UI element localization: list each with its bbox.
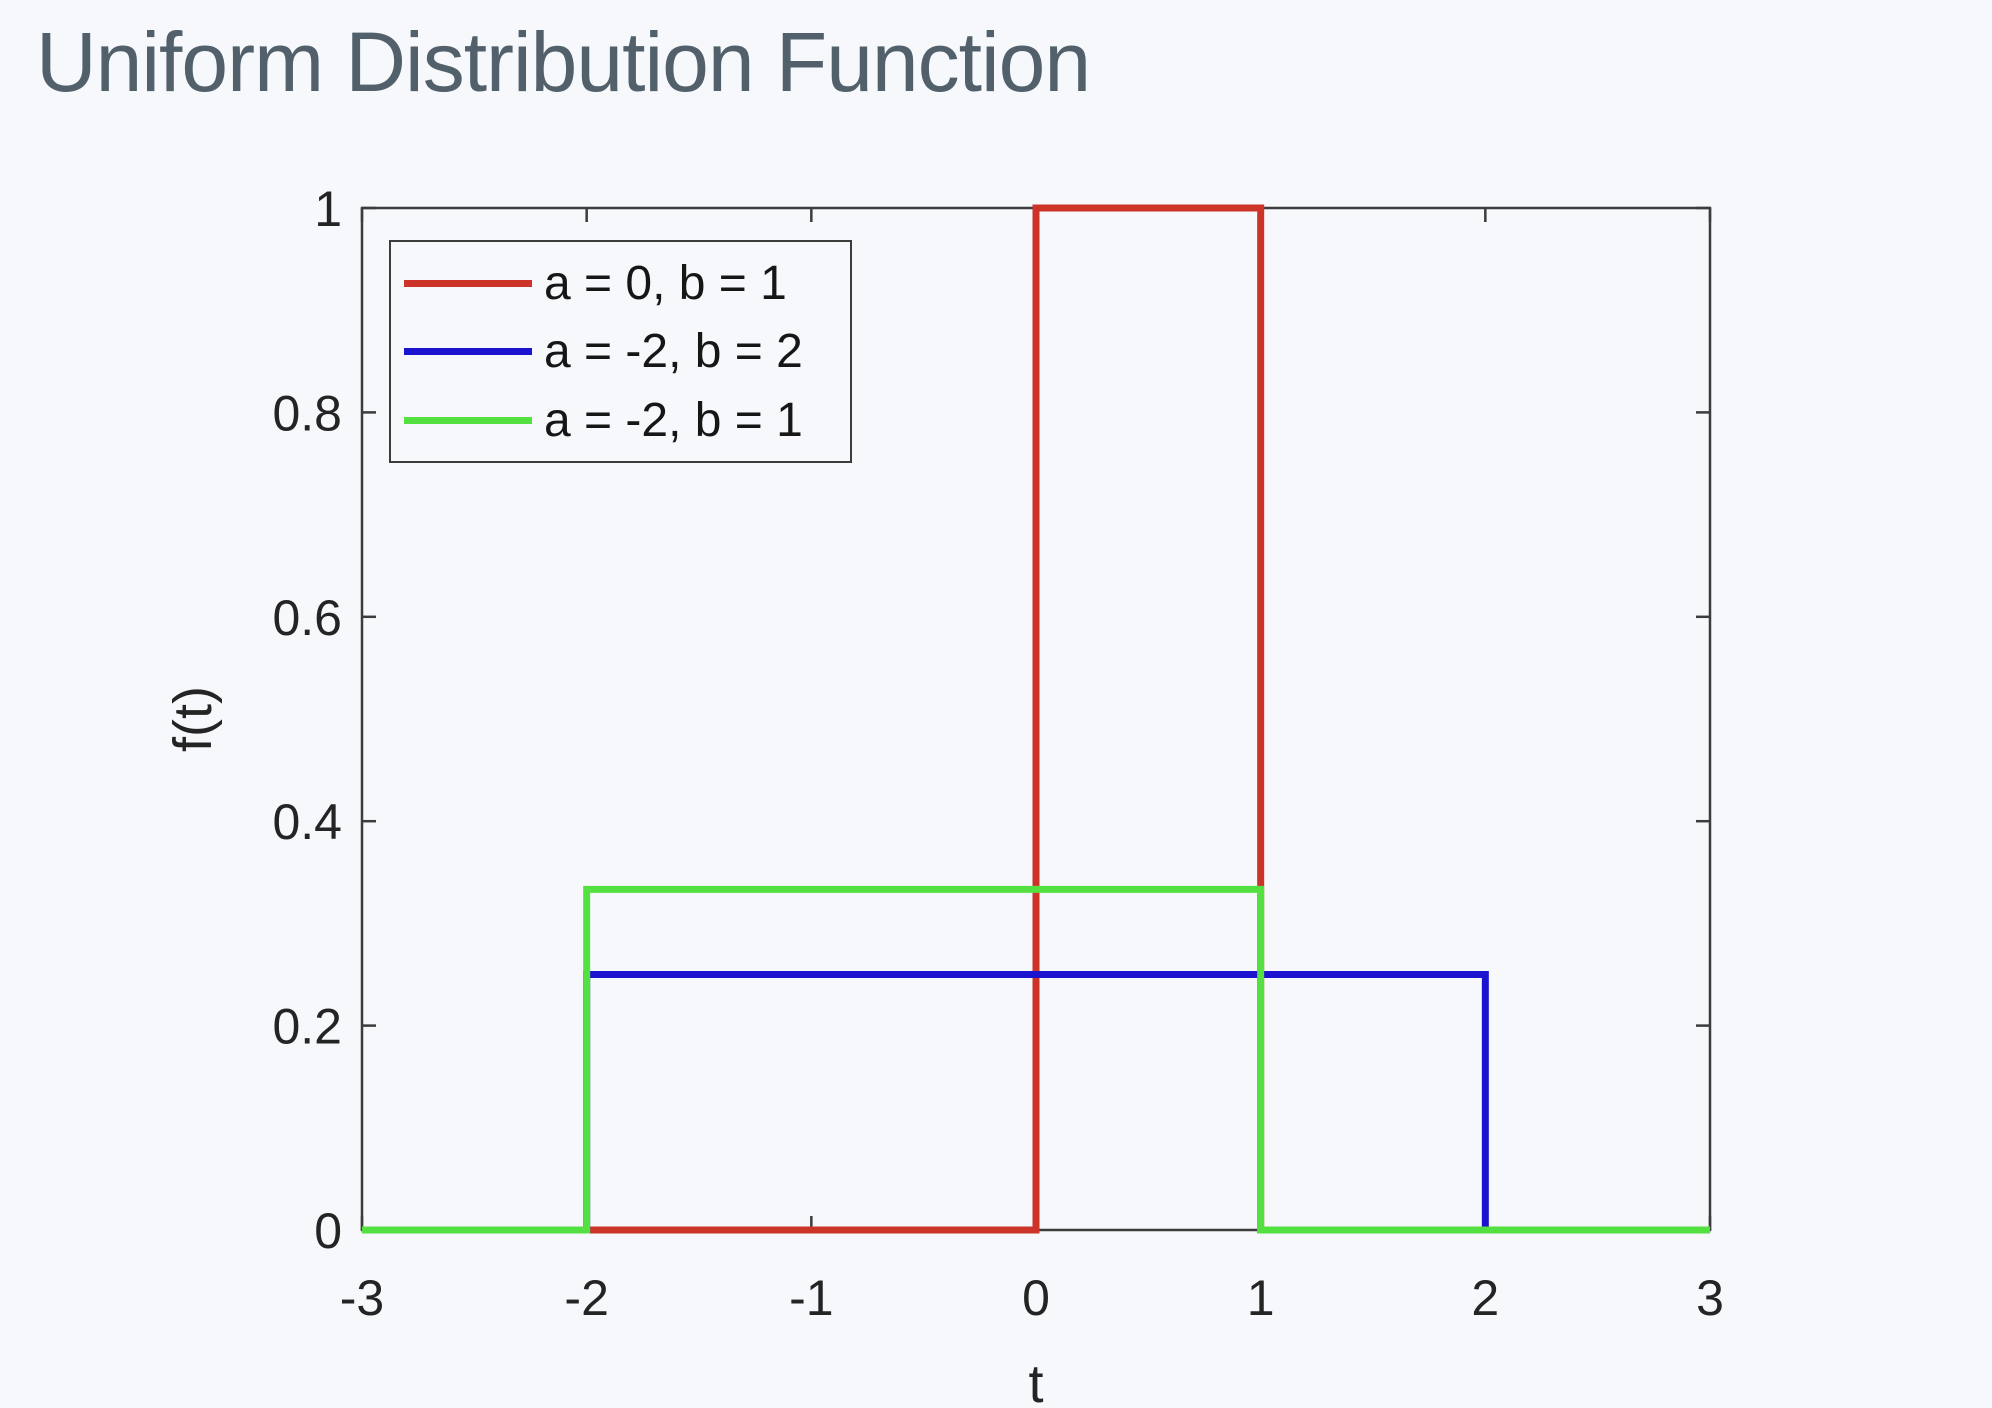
legend-item: a = 0, b = 1: [404, 256, 850, 311]
x-axis-label: t: [1028, 1354, 1043, 1408]
y-tick-label: 0.4: [272, 794, 342, 850]
tick-labels: -3 -2 -1 0 1 2 3 0 0.2 0.4 0.6 0.8 1: [272, 181, 1723, 1326]
series-lines: [362, 204, 1710, 1234]
chart-title: Uniform Distribution Function: [36, 15, 1091, 109]
x-tick-label: -2: [564, 1270, 608, 1326]
legend-label: a = -2, b = 1: [544, 393, 803, 447]
y-tick-label: 0.8: [272, 385, 342, 441]
y-axis-label: f(t): [163, 686, 223, 752]
series-line-2: [362, 885, 1710, 1234]
legend-line-swatch: [404, 348, 532, 355]
x-tick-label: 3: [1696, 1270, 1724, 1326]
y-tick-label: 1: [314, 181, 342, 237]
legend-item: a = -2, b = 1: [404, 393, 850, 448]
y-tick-label: 0: [314, 1203, 342, 1259]
legend-line-swatch: [404, 416, 532, 424]
x-tick-label: 0: [1022, 1270, 1050, 1326]
x-tick-label: 1: [1247, 1270, 1275, 1326]
legend: a = 0, b = 1 a = -2, b = 2 a = -2, b = 1: [389, 240, 852, 463]
x-tick-label: -1: [789, 1270, 833, 1326]
x-tick-label: -3: [340, 1270, 384, 1326]
y-tick-label: 0.6: [272, 590, 342, 646]
legend-line-swatch: [404, 279, 532, 287]
legend-label: a = -2, b = 2: [544, 325, 803, 378]
legend-label: a = 0, b = 1: [544, 256, 787, 310]
legend-item: a = -2, b = 2: [404, 324, 850, 379]
y-tick-label: 0.2: [272, 999, 342, 1055]
x-tick-label: 2: [1471, 1270, 1499, 1326]
